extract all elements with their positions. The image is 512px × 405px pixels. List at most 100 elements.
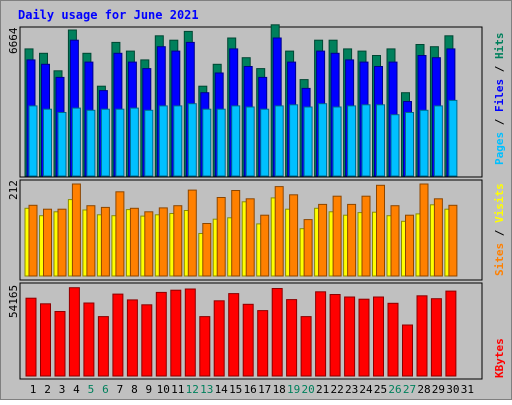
bar-kbytes <box>54 311 66 377</box>
y-max-label-kbytes: 54165 <box>7 285 20 318</box>
x-tick-label: 3 <box>59 383 66 396</box>
bar-sites <box>187 189 197 277</box>
bar-sites <box>347 203 357 277</box>
bar-kbytes <box>199 316 211 377</box>
bar-kbytes <box>358 298 370 377</box>
bar-pages <box>274 105 284 177</box>
bar-sites <box>303 219 313 277</box>
legend-kbytes: KBytes <box>493 338 506 378</box>
bar-sites <box>158 207 168 277</box>
x-tick-label: 17 <box>258 383 271 396</box>
x-tick-label: 5 <box>88 383 95 396</box>
bar-kbytes <box>242 303 254 377</box>
bar-kbytes <box>257 310 269 377</box>
bar-sites <box>216 197 226 277</box>
legend-sites-visits: Sites / Visits <box>493 183 506 276</box>
x-tick-label: 29 <box>432 383 445 396</box>
bar-sites <box>28 204 38 277</box>
bar-pages <box>28 105 38 177</box>
bar-kbytes <box>170 289 182 377</box>
bar-sites <box>289 194 299 277</box>
x-tick-label: 23 <box>345 383 358 396</box>
legend-segment: / <box>493 59 506 79</box>
bar-kbytes <box>329 294 341 377</box>
legend-segment: / <box>493 112 506 132</box>
x-tick-label: 27 <box>403 383 416 396</box>
bar-sites <box>245 198 255 277</box>
x-tick-label: 25 <box>374 383 387 396</box>
bar-sites <box>129 207 139 277</box>
x-tick-label: 12 <box>186 383 199 396</box>
x-tick-label: 28 <box>417 383 430 396</box>
x-tick-label: 14 <box>215 383 229 396</box>
bar-sites <box>43 208 52 277</box>
bar-kbytes <box>97 316 109 377</box>
x-tick-label: 9 <box>145 383 152 396</box>
legend-segment: Files <box>493 79 506 112</box>
bar-pages <box>433 105 443 177</box>
bar-pages <box>448 99 458 177</box>
bar-kbytes <box>184 288 196 377</box>
bar-pages <box>231 105 241 177</box>
x-axis-day-labels: 1 2 3 4 5 6 7 8 9 10 11 12 13 14 15 16 17 18 19 20 21 22 23 24 2… <box>30 383 474 396</box>
bar-sites <box>274 186 284 277</box>
bar-kbytes <box>271 288 283 377</box>
bar-sites <box>57 208 67 277</box>
legend-segment: KBytes <box>493 338 506 378</box>
bar-pages <box>100 108 110 177</box>
bar-kbytes <box>445 290 457 377</box>
bar-pages <box>129 107 139 177</box>
bar-pages <box>289 104 299 177</box>
x-tick-label: 7 <box>117 383 124 396</box>
bar-pages <box>405 112 414 177</box>
bar-pages <box>71 107 81 177</box>
bar-pages <box>158 105 168 177</box>
bar-sites <box>448 204 458 277</box>
bar-pages <box>57 112 67 177</box>
x-tick-label: 1 <box>30 383 37 396</box>
x-tick-label: 10 <box>157 383 170 396</box>
bar-kbytes <box>25 297 37 377</box>
x-tick-label: 22 <box>330 383 343 396</box>
x-tick-label: 30 <box>446 383 459 396</box>
x-tick-label: 20 <box>301 383 314 396</box>
x-tick-label: 18 <box>273 383 286 396</box>
x-tick-label: 26 <box>388 383 401 396</box>
bar-sites <box>318 203 328 277</box>
x-tick-label: 6 <box>102 383 109 396</box>
bar-pages <box>347 105 357 177</box>
x-tick-label: 31 <box>461 383 474 396</box>
bar-kbytes <box>126 299 138 377</box>
bar-sites <box>419 183 429 277</box>
bar-sites <box>332 195 342 277</box>
bars-layer <box>24 24 458 377</box>
bar-pages <box>318 103 328 177</box>
bar-pages <box>202 108 212 177</box>
bar-kbytes <box>141 304 153 377</box>
bar-pages <box>245 106 255 177</box>
x-tick-label: 21 <box>316 383 329 396</box>
x-tick-label: 24 <box>359 383 373 396</box>
bar-pages <box>43 108 52 177</box>
bar-sites <box>231 190 241 277</box>
bar-pages <box>144 109 154 177</box>
x-tick-label: 13 <box>200 383 213 396</box>
bar-kbytes <box>430 298 442 377</box>
bar-sites <box>376 184 385 277</box>
bar-sites <box>144 211 154 277</box>
bar-pages <box>419 109 429 177</box>
legend-hits-files-pages: Pages / Files / Hits <box>493 33 506 166</box>
bar-pages <box>86 109 96 177</box>
bar-sites <box>71 183 81 277</box>
panel-frames <box>19 26 483 380</box>
legend-segment: Sites <box>493 243 506 276</box>
bar-kbytes <box>416 295 428 377</box>
bar-kbytes <box>155 291 167 377</box>
bar-pages <box>187 103 197 177</box>
x-tick-label: 11 <box>171 383 184 396</box>
legend-segment: Visits <box>493 183 506 223</box>
bar-sites <box>86 205 96 277</box>
x-tick-label: 15 <box>229 383 242 396</box>
